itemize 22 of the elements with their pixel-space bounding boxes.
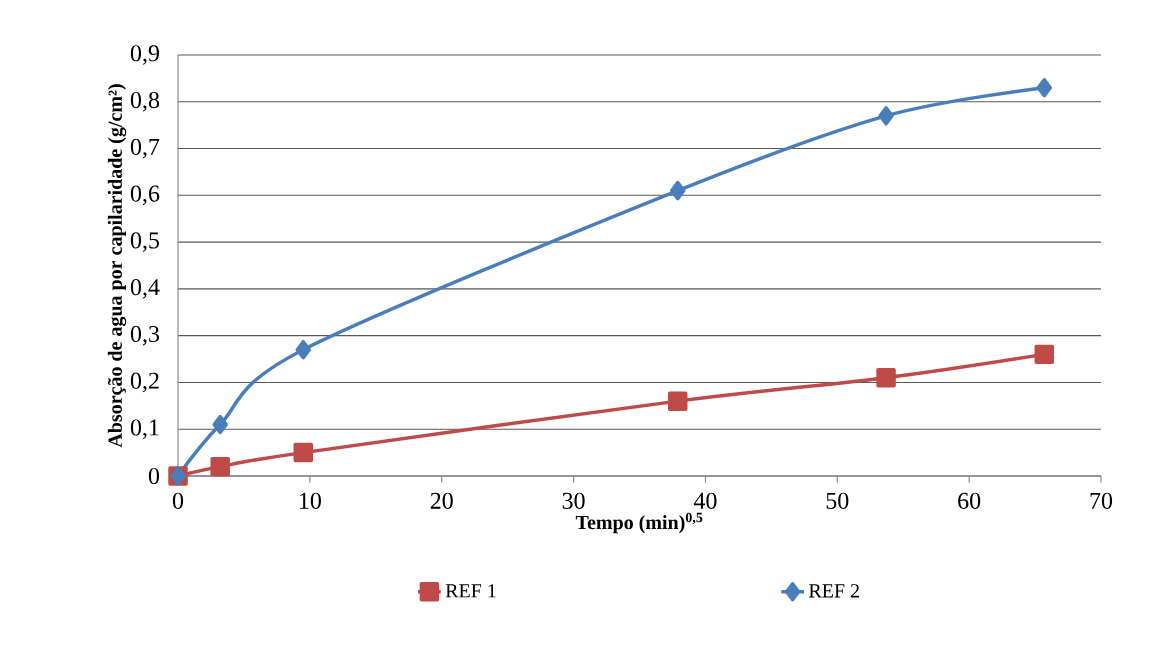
x-tick-label: 60 — [958, 492, 981, 509]
x-tick-label: 10 — [299, 492, 321, 509]
x-tick-label: 70 — [1090, 492, 1113, 509]
x-tick-label: 30 — [562, 492, 585, 509]
x-tick-label: 40 — [693, 492, 717, 509]
y-tick-label: 0,3 — [130, 325, 160, 346]
y-tick-label: 0,7 — [130, 138, 160, 159]
x-tick-label: 50 — [826, 492, 849, 509]
y-tick-label: 0,4 — [130, 279, 160, 299]
legend-label: REF 1 — [445, 584, 496, 598]
x-tick-label: 0 — [172, 492, 184, 509]
y-tick-label: 0,9 — [130, 45, 159, 65]
legend-label: REF 2 — [808, 584, 859, 598]
x-tick-label: 20 — [430, 492, 453, 509]
y-tick-label: 0 — [148, 467, 160, 485]
y-axis-title: Absorção de agua por capilaridade (g/cm²) — [107, 84, 127, 448]
y-tick-label: 0,6 — [130, 185, 160, 206]
x-axis-title: Tempo (min)$^{0,5}$ — [575, 512, 703, 534]
y-tick-label: 0,8 — [130, 91, 160, 112]
y-tick-label: 0,2 — [130, 372, 159, 393]
y-tick-label: 0,5 — [130, 232, 160, 252]
y-tick-label: 0,1 — [130, 419, 159, 440]
